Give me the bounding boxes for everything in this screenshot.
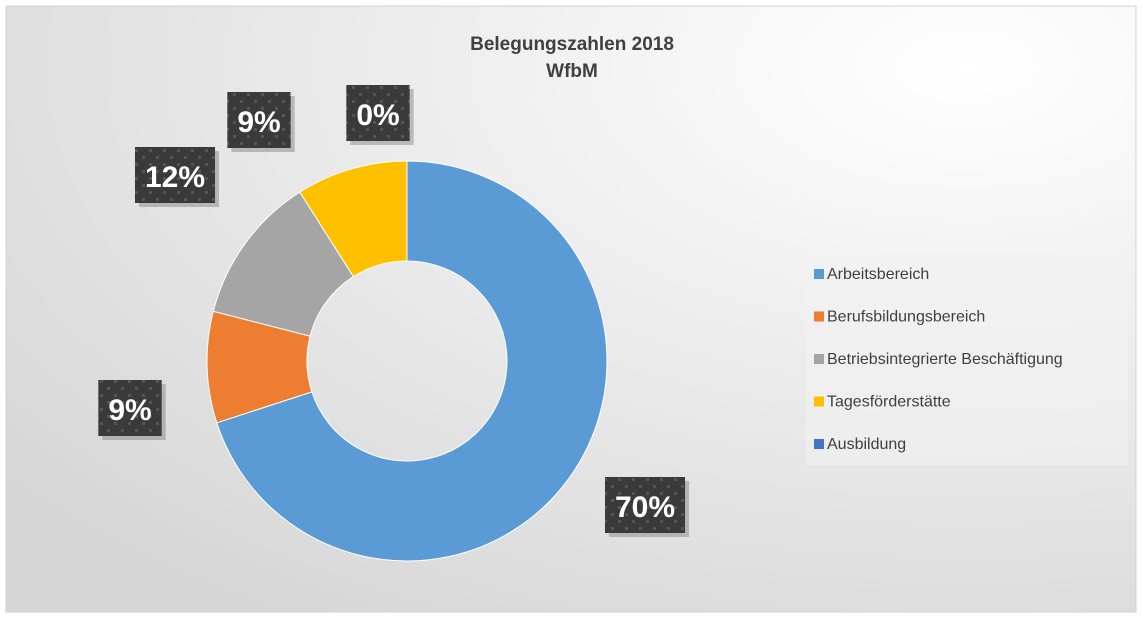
legend-swatch xyxy=(814,396,824,407)
legend-swatch xyxy=(814,354,824,364)
data-label: 9% xyxy=(237,106,280,139)
data-label: 12% xyxy=(145,161,205,194)
data-label-box xyxy=(604,477,690,537)
legend-label: Berufsbildungsbereich xyxy=(827,309,985,326)
data-label-box xyxy=(98,380,166,440)
data-label: 0% xyxy=(356,99,399,132)
data-label-box xyxy=(346,85,414,145)
data-label: 70% xyxy=(615,491,675,524)
chart-subtitle: WfbM xyxy=(546,61,598,82)
legend-swatch xyxy=(814,269,824,279)
data-label-box xyxy=(227,92,295,152)
data-label: 9% xyxy=(108,394,151,427)
legend-label: Betriebsintegrierte Beschäftigung xyxy=(827,351,1063,368)
data-label-box xyxy=(134,147,220,207)
legend-swatch xyxy=(814,439,824,449)
chart-title: Belegungszahlen 2018 xyxy=(470,34,674,55)
legend-label: Ausbildung xyxy=(827,436,906,453)
legend-label: Tagesförderstätte xyxy=(827,394,951,411)
legend-label: Arbeitsbereich xyxy=(827,266,929,283)
legend-swatch xyxy=(814,311,824,322)
legend-box xyxy=(806,252,1128,465)
donut-slice xyxy=(216,160,608,562)
